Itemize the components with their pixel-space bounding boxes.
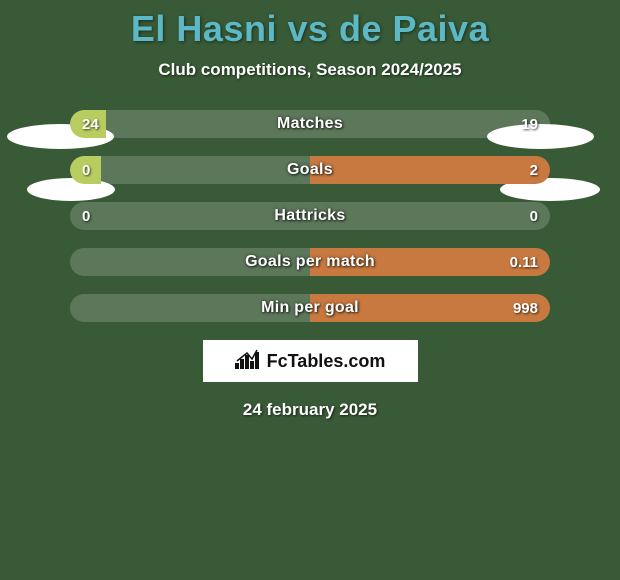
stat-value-right: 0 bbox=[530, 202, 538, 230]
stat-row: Goals per match0.11 bbox=[70, 248, 550, 276]
stat-label: Hattricks bbox=[70, 202, 550, 230]
stat-label: Goals bbox=[70, 156, 550, 184]
stat-value-left: 0 bbox=[82, 202, 90, 230]
stat-label: Goals per match bbox=[70, 248, 550, 276]
stat-value-left: 0 bbox=[82, 156, 90, 184]
date-text: 24 february 2025 bbox=[0, 400, 620, 420]
stat-value-right: 19 bbox=[521, 110, 538, 138]
stat-value-right: 0.11 bbox=[510, 248, 538, 276]
stat-rows: Matches2419Goals02Hattricks00Goals per m… bbox=[70, 110, 550, 322]
stat-row: Goals0 2 bbox=[70, 156, 550, 184]
comparison-card: El Hasni vs de Paiva Club competitions, … bbox=[0, 0, 620, 580]
stat-value-right: 998 bbox=[513, 294, 538, 322]
stat-row: Matches24 19 bbox=[70, 110, 550, 138]
stat-row: Hattricks0 0 bbox=[70, 202, 550, 230]
subtitle: Club competitions, Season 2024/2025 bbox=[0, 60, 620, 80]
stat-label: Matches bbox=[70, 110, 550, 138]
logo-text: FcTables.com bbox=[267, 351, 386, 372]
stat-value-left: 24 bbox=[82, 110, 99, 138]
page-title: El Hasni vs de Paiva bbox=[0, 0, 620, 50]
stat-value-right: 2 bbox=[530, 156, 538, 184]
logo-box: FcTables.com bbox=[203, 340, 418, 382]
stat-label: Min per goal bbox=[70, 294, 550, 322]
stat-row: Min per goal998 bbox=[70, 294, 550, 322]
fctables-chart-icon bbox=[235, 349, 261, 374]
